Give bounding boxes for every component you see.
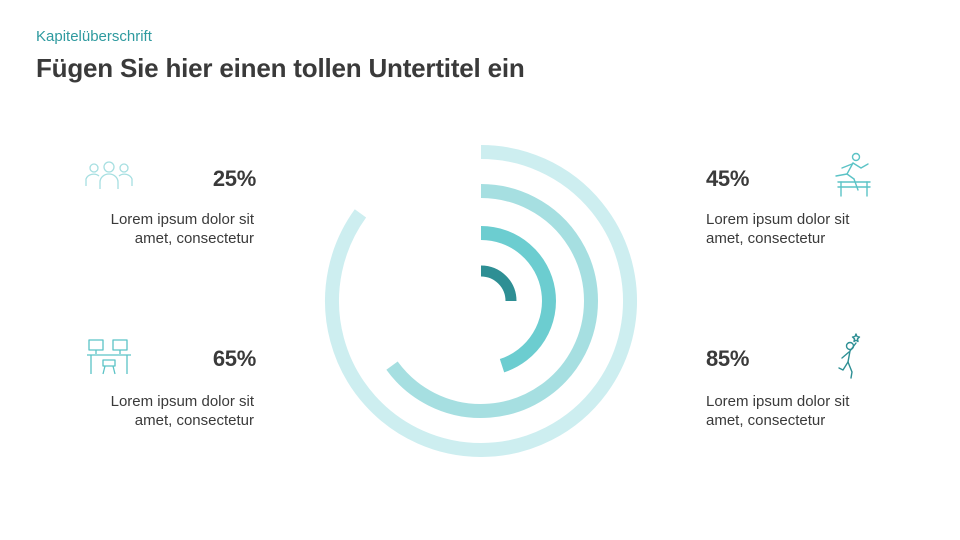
description-line-2: amet, consectetur [706, 230, 826, 247]
description-line-1: Lorem ipsum dolor sit [706, 393, 850, 410]
description-line-1: Lorem ipsum dolor sit [110, 211, 254, 228]
percent-label: 25% [212, 166, 256, 191]
description: Lorem ipsum dolor sit amet, consectetur [706, 392, 906, 430]
radial-bar-85 [325, 145, 637, 457]
percent-label: 45% [706, 166, 750, 191]
radial-bar-65 [386, 184, 598, 418]
percent-label: 85% [706, 346, 750, 371]
description: Lorem ipsum dolor sit amet, consectetur [706, 210, 906, 248]
description-line-2: amet, consectetur [134, 230, 254, 247]
description-line-2: amet, consectetur [706, 412, 826, 429]
description-line-2: amet, consectetur [134, 412, 254, 429]
chapter-title: Kapitelüberschrift [36, 28, 152, 45]
radial-bar-45 [480, 226, 556, 373]
radial-bar-25 [480, 265, 517, 302]
description-line-1: Lorem ipsum dolor sit [706, 211, 850, 228]
hurdle-runner-icon [835, 152, 871, 197]
jumping-person-star-icon [838, 333, 861, 379]
description: Lorem ipsum dolor sit amet, consectetur [54, 392, 254, 430]
description-line-1: Lorem ipsum dolor sit [110, 393, 254, 410]
people-group-icon [85, 161, 133, 189]
desk-workplace-icon [87, 339, 131, 375]
percent-label: 65% [212, 346, 256, 371]
description: Lorem ipsum dolor sit amet, consectetur [54, 210, 254, 248]
page-subtitle: Fügen Sie hier einen tollen Untertitel e… [36, 53, 525, 83]
